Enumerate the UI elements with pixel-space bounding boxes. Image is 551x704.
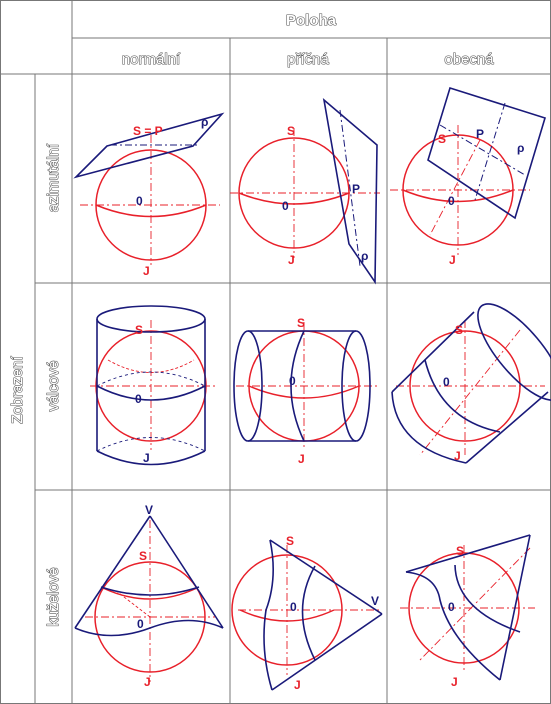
tangent-plane — [322, 97, 378, 285]
label-o: 0 — [448, 600, 455, 614]
label-o: 0 — [137, 617, 144, 631]
cylindrical-normal-figure: S 0 J — [90, 305, 215, 466]
cone — [74, 515, 224, 637]
label-s: S — [438, 132, 446, 146]
header-title: Poloha — [286, 12, 337, 29]
label-j: J — [288, 253, 295, 267]
label-s: S — [135, 323, 143, 337]
conic-transverse-figure: S V 0 J — [231, 534, 383, 692]
column-header-normalni: normální — [122, 51, 181, 68]
label-j: J — [454, 449, 461, 463]
azimuthal-transverse-figure: S P 0 ρ J — [230, 97, 380, 285]
row-header-kuzelove: kuželové — [45, 567, 62, 626]
label-j: J — [451, 675, 458, 689]
label-p: P — [352, 182, 360, 196]
label-s: S — [286, 534, 294, 548]
cone — [405, 534, 531, 681]
label-j: J — [143, 451, 150, 465]
label-j: J — [143, 264, 150, 278]
tangent-plane — [73, 112, 225, 179]
label-s: S — [297, 316, 305, 330]
label-o: 0 — [136, 194, 143, 208]
label-o: 0 — [443, 375, 450, 389]
cylinder — [233, 330, 371, 442]
rows-title: Zobrazení — [9, 355, 26, 423]
conic-oblique-figure: S 0 J — [400, 534, 535, 689]
cylindrical-transverse-figure: S 0 J — [233, 316, 380, 466]
cylinder — [391, 303, 551, 464]
label-s: S — [455, 323, 463, 337]
label-s: S — [456, 544, 464, 558]
label-o: 0 — [282, 199, 289, 213]
cylinder — [96, 305, 206, 466]
row-header-azimutalni: azimutální — [45, 143, 62, 212]
label-rho: ρ — [517, 141, 524, 155]
azimuthal-normal-figure: S = P ρ 0 J — [73, 112, 225, 278]
label-s: S — [139, 549, 147, 563]
label-j: J — [298, 452, 305, 466]
label-v: V — [145, 503, 153, 517]
label-s: S — [287, 124, 295, 138]
label-o: 0 — [448, 194, 455, 208]
label-p: P — [476, 127, 484, 141]
label-v: V — [371, 594, 379, 608]
conic-normal-figure: V S 0 J — [74, 503, 224, 689]
label-s-eq-p: S = P — [133, 124, 163, 138]
label-rho: ρ — [361, 249, 368, 263]
label-j: J — [144, 675, 151, 689]
label-j: J — [294, 678, 301, 692]
label-o: 0 — [135, 392, 142, 406]
label-o: 0 — [289, 374, 296, 388]
row-header-valcove: válcové — [45, 361, 62, 412]
label-o: 0 — [290, 600, 297, 614]
tangent-plane — [427, 86, 546, 220]
column-header-pricna: příčná — [287, 51, 329, 68]
label-rho: ρ — [201, 115, 208, 129]
azimuthal-oblique-figure: S P ρ 0 J — [390, 86, 546, 267]
cone — [263, 539, 383, 691]
label-j: J — [449, 253, 456, 267]
cylindrical-oblique-figure: S 0 J — [391, 303, 551, 464]
column-header-obecna: obecná — [444, 51, 494, 68]
